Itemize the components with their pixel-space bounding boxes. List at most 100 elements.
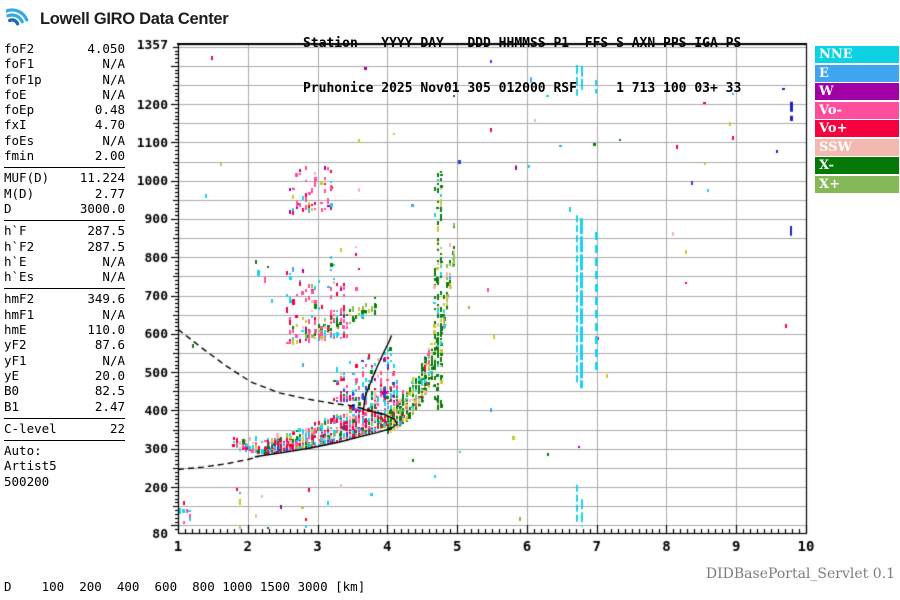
param-row-hf2: h`F2 287.5: [4, 239, 125, 254]
param-label: h`F2: [4, 238, 35, 254]
param-label: Auto:: [4, 443, 42, 459]
param-value: N/A: [102, 269, 125, 285]
legend: NNE E W Vo- Vo+ SSW X- X+: [815, 46, 899, 194]
distance-row: D 100 200 400 600 800 1000 1500 3000 [km…: [4, 578, 366, 594]
param-label: hmF1: [4, 306, 35, 322]
param-row-fmin: fmin 2.00: [4, 148, 125, 163]
divider: [4, 220, 125, 222]
param-label: yF2: [4, 337, 27, 353]
param-value: N/A: [102, 56, 125, 72]
legend-item-vo: Vo+: [815, 120, 899, 137]
param-row-hes: h`Es N/A: [4, 269, 125, 284]
legend-item-ssw: SSW: [815, 138, 899, 156]
param-row-hmf2: hmF2 349.6: [4, 291, 125, 306]
param-row-md: M(D) 2.77: [4, 186, 125, 201]
station-header-line2: Pruhonice 2025 Nov01 305 012000 RSF 1 71…: [303, 81, 742, 96]
param-row-artist5: Artist5: [4, 458, 125, 473]
divider: [4, 288, 125, 290]
param-row-he: h`E N/A: [4, 254, 125, 269]
param-label: h`Es: [4, 269, 35, 285]
legend-item-vo: Vo-: [815, 101, 899, 119]
station-header: Station YYYY DAY DDD HHMMSS P1 FFS S AXN…: [303, 6, 741, 126]
param-row-fof1p: foF1p N/A: [4, 72, 125, 87]
param-label: hmE: [4, 322, 27, 338]
param-value: 2.77: [94, 185, 125, 201]
param-value: 22: [109, 420, 125, 436]
param-row-ye: yE 20.0: [4, 368, 125, 383]
param-label: foF1: [4, 56, 35, 72]
divider: [4, 417, 125, 419]
param-row-fxi: fxI 4.70: [4, 117, 125, 132]
param-value: 287.5: [87, 223, 125, 239]
app-header: Lowell GIRO Data Center: [4, 4, 229, 34]
param-label: foE: [4, 86, 27, 102]
param-row-mufd: MUF(D) 11.224: [4, 170, 125, 185]
param-label: C-level: [4, 420, 57, 436]
param-label: 500200: [4, 473, 50, 489]
param-row-foes: foEs N/A: [4, 133, 125, 148]
param-label: B1: [4, 398, 20, 414]
param-row-hme: hmE 110.0: [4, 322, 125, 337]
param-value: N/A: [102, 71, 125, 87]
param-label: hmF2: [4, 291, 35, 307]
param-label: h`E: [4, 253, 27, 269]
footer: D 100 200 400 600 800 1000 1500 3000 [km…: [4, 552, 659, 600]
param-row-500200: 500200: [4, 474, 125, 489]
param-label: fxI: [4, 117, 27, 133]
param-label: foEs: [4, 132, 35, 148]
watermark: DIDBasePortal_Servlet 0.1: [705, 566, 895, 582]
param-row-auto: Auto:: [4, 443, 125, 458]
param-row-b0: B0 82.5: [4, 383, 125, 398]
param-value: 82.5: [94, 383, 125, 399]
param-value: 349.6: [87, 291, 125, 307]
param-row-foep: foEp 0.48: [4, 102, 125, 117]
param-row-hmf1: hmF1 N/A: [4, 307, 125, 322]
param-value: N/A: [102, 86, 125, 102]
param-label: D: [4, 200, 12, 216]
param-label: yE: [4, 367, 20, 383]
param-value: 4.70: [94, 117, 125, 133]
legend-item-x: X+: [815, 175, 899, 193]
param-value: N/A: [102, 352, 125, 368]
giro-logo-text: Lowell GIRO Data Center: [40, 9, 229, 28]
param-value: 4.050: [87, 41, 125, 56]
param-value: N/A: [102, 253, 125, 269]
giro-logo-icon: [4, 4, 36, 34]
param-label: Artist5: [4, 458, 57, 474]
divider: [4, 440, 125, 442]
param-value: 287.5: [87, 238, 125, 254]
legend-item-nne: NNE: [815, 46, 899, 63]
param-value: 2.00: [94, 148, 125, 164]
param-label: fmin: [4, 148, 35, 164]
param-label: B0: [4, 383, 20, 399]
param-row-clevel: C-level 22: [4, 421, 125, 436]
param-value: N/A: [102, 132, 125, 148]
param-value: 20.0: [94, 367, 125, 383]
param-value: N/A: [102, 306, 125, 322]
param-panel: foF2 4.050 foF1 N/A foF1p N/A foE N/A foEp 0.48 fx…: [4, 41, 125, 489]
param-value: 110.0: [87, 322, 125, 338]
param-value: 3000.0: [79, 200, 125, 216]
legend-item-w: W: [815, 83, 899, 100]
param-row-d: D 3000.0: [4, 201, 125, 216]
param-row-b1: B1 2.47: [4, 399, 125, 414]
param-row-foe: foE N/A: [4, 87, 125, 102]
param-label: yF1: [4, 352, 27, 368]
param-row-yf1: yF1 N/A: [4, 353, 125, 368]
param-value: 11.224: [79, 170, 125, 186]
param-value: 2.47: [94, 398, 125, 414]
param-row-yf2: yF2 87.6: [4, 337, 125, 352]
station-header-line1: Station YYYY DAY DDD HHMMSS P1 FFS S AXN…: [303, 36, 742, 51]
param-label: M(D): [4, 185, 35, 201]
param-value: 0.48: [94, 102, 125, 118]
param-row-fof2: foF2 4.050: [4, 41, 125, 56]
legend-item-e: E: [815, 64, 899, 82]
param-row-hf: h`F 287.5: [4, 223, 125, 238]
divider: [4, 167, 125, 169]
param-label: h`F: [4, 223, 27, 239]
legend-item-x: X-: [815, 157, 899, 174]
param-label: foEp: [4, 102, 35, 118]
param-value: 87.6: [94, 337, 125, 353]
